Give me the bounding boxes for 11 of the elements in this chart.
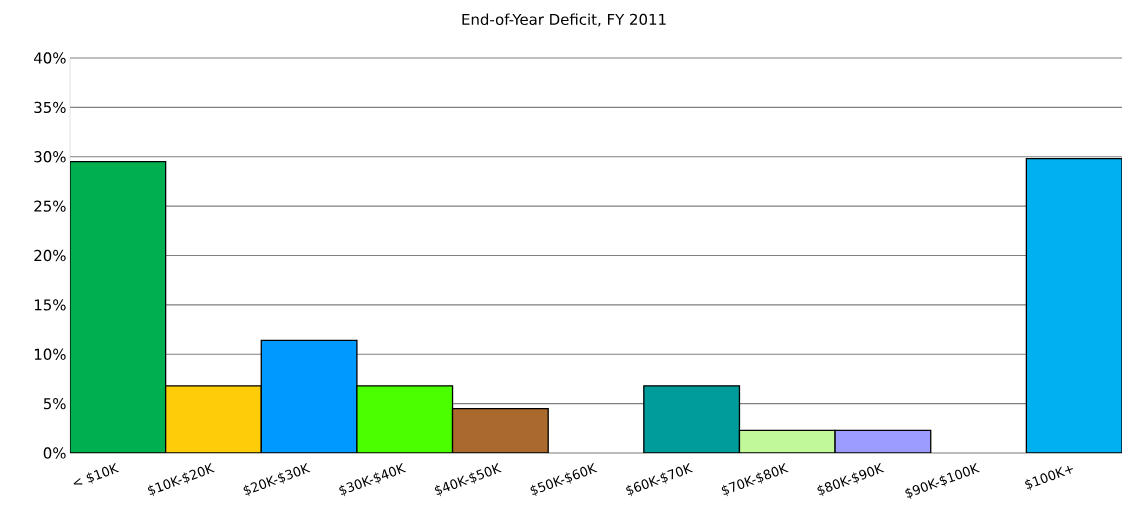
y-tick-label: 15% bbox=[34, 299, 66, 311]
y-tick-label: 25% bbox=[34, 200, 66, 212]
x-tick-label: < $10K bbox=[73, 462, 120, 485]
y-tick-label: 30% bbox=[34, 151, 66, 163]
y-tick-label: 5% bbox=[43, 397, 66, 410]
y-tick-label: 40% bbox=[34, 52, 66, 64]
y-tick-label: 0% bbox=[43, 447, 66, 459]
y-tick-label: 20% bbox=[34, 249, 66, 262]
y-tick-label: 10% bbox=[34, 348, 66, 360]
y-tick-label: 35% bbox=[34, 101, 66, 114]
chart-title: End-of-Year Deficit, FY 2011 bbox=[462, 13, 666, 27]
